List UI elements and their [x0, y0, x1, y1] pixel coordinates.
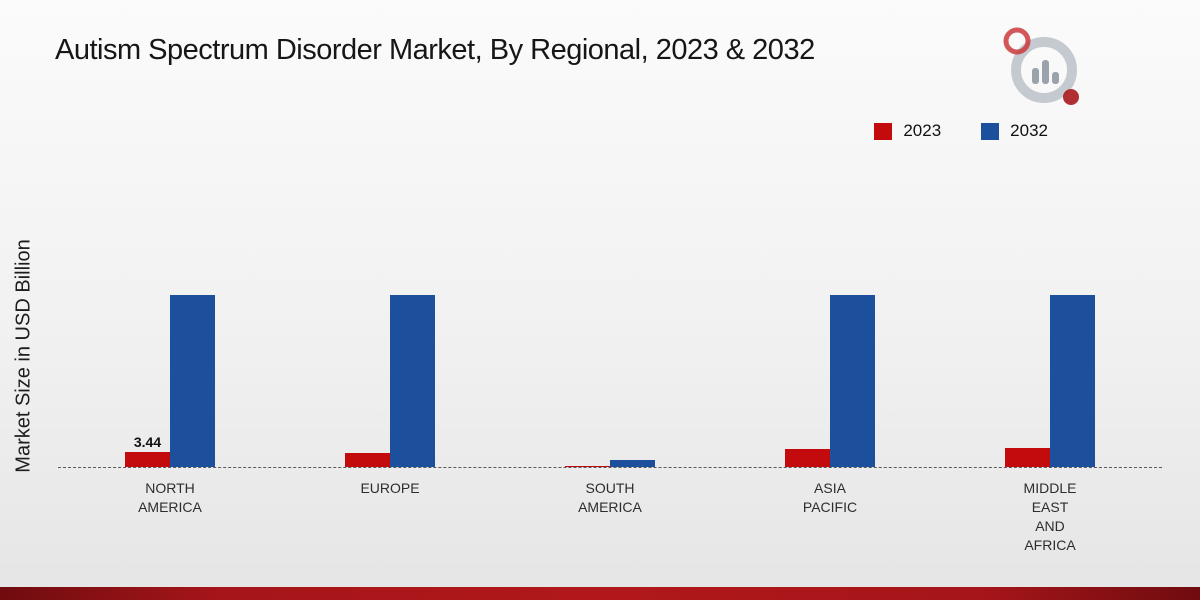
legend-label-2032: 2032: [1010, 121, 1048, 140]
bar-2032-europe: [390, 294, 435, 467]
category-label-asia-pacific: ASIA PACIFIC: [802, 480, 858, 515]
legend: 2023 2032: [874, 121, 1048, 141]
bars-south-america: [565, 271, 655, 467]
bar-group-north-america: 3.44 NORTH AMERICA: [60, 271, 280, 555]
bar-2032-asia-pacific: [830, 295, 875, 467]
bar-2032-north-america: [170, 294, 215, 467]
category-label-middle-east-and-africa: MIDDLE EAST AND AFRICA: [1023, 480, 1077, 553]
page-title: Autism Spectrum Disorder Market, By Regi…: [55, 34, 815, 66]
y-axis-label: Market Size in USD Billion: [12, 239, 35, 473]
legend-swatch-2032: [981, 122, 1000, 140]
bar-group-europe: EUROPE: [280, 271, 500, 555]
bar-group-asia-pacific: ASIA PACIFIC: [720, 271, 940, 555]
category-label-north-america: NORTH AMERICA: [138, 480, 202, 515]
legend-item-2023: 2023: [874, 121, 941, 141]
category-label-south-america: SOUTH AMERICA: [578, 480, 642, 515]
bar-value-label-2023-north-america: 3.44: [133, 434, 162, 451]
bar-2023-north-america: 3.44: [125, 434, 170, 467]
bar-2032-middle-east-and-africa: [1050, 294, 1095, 467]
bars-europe: [345, 271, 435, 467]
legend-label-2023: 2023: [903, 121, 942, 140]
company-logo-icon: [1003, 27, 1079, 105]
bar-2032-south-america: [610, 460, 655, 467]
bar-2023-south-america: [565, 465, 610, 467]
x-axis-baseline: [58, 467, 1162, 468]
bar-group-middle-east-and-africa: MIDDLE EAST AND AFRICA: [940, 271, 1160, 555]
legend-swatch-2023: [874, 122, 893, 140]
bar-2023-middle-east-and-africa: [1005, 447, 1050, 467]
bars-asia-pacific: [785, 271, 875, 467]
category-label-europe: EUROPE: [360, 480, 420, 496]
bar-2023-asia-pacific: [785, 448, 830, 467]
chart-cells: 3.44 NORTH AMERICA EUROPE SOUTH AMERICA ASIA PA…: [60, 271, 1160, 555]
bar-group-south-america: SOUTH AMERICA: [500, 271, 720, 555]
bar-2023-europe: [345, 452, 390, 467]
footer-accent-bar: [0, 587, 1200, 600]
bars-middle-east-and-africa: [1005, 271, 1095, 467]
bars-north-america: 3.44: [125, 271, 215, 467]
legend-item-2032: 2032: [981, 121, 1048, 141]
